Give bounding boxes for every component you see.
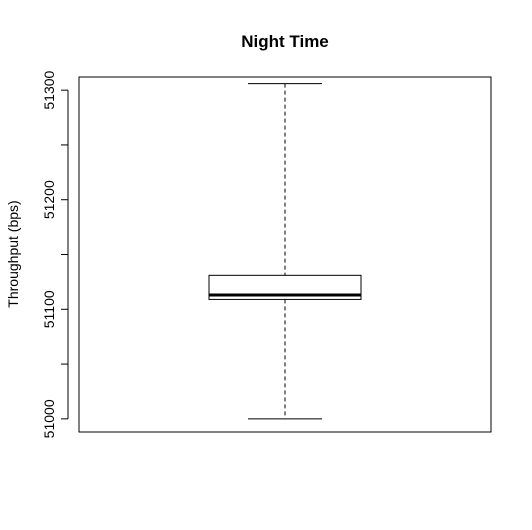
y-tick-label: 51200 <box>41 180 57 219</box>
y-axis-label: Throughput (bps) <box>5 200 21 307</box>
box-group <box>209 84 361 419</box>
y-tick-label: 51100 <box>41 290 57 328</box>
chart-title: Night Time <box>241 32 329 51</box>
y-tick-label: 51000 <box>41 399 57 438</box>
y-tick-label: 51300 <box>41 70 57 109</box>
y-axis: 51000 51100 51200 51300 <box>41 70 68 438</box>
